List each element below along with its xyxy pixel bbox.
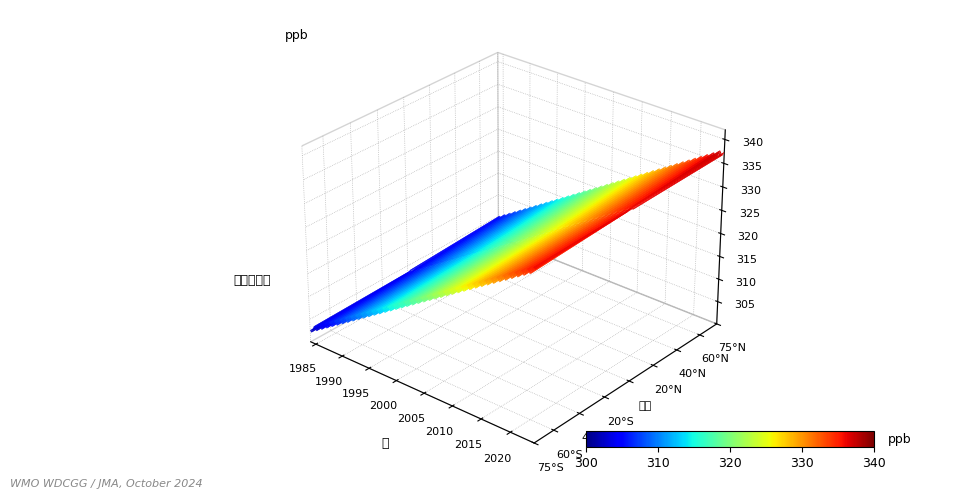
- X-axis label: 年: 年: [381, 437, 389, 450]
- Text: WMO WDCGG / JMA, October 2024: WMO WDCGG / JMA, October 2024: [10, 479, 203, 489]
- Text: 緯度（度）: 緯度（度）: [233, 274, 271, 287]
- Text: ppb: ppb: [285, 29, 308, 42]
- Text: ppb: ppb: [888, 433, 912, 446]
